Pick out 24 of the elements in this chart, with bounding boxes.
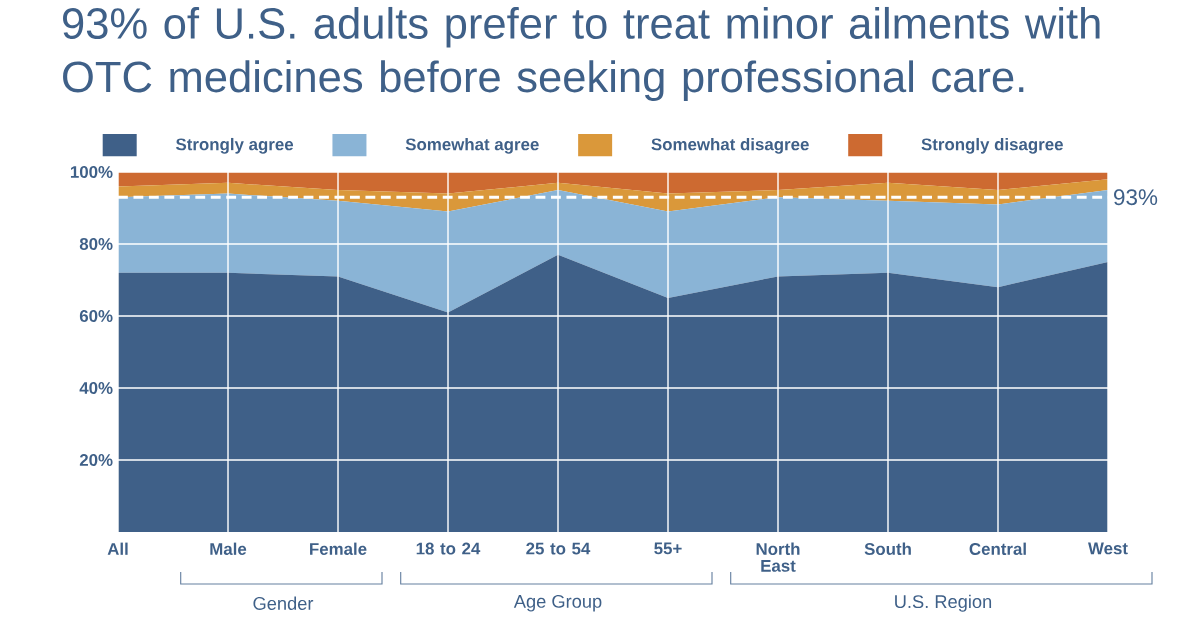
x-tick-label: West xyxy=(1088,542,1128,555)
x-tick-label: Male xyxy=(210,542,247,555)
y-tick-label: 60% xyxy=(79,310,113,322)
chart-title: 93% of U.S. adults prefer to treat minor ailments with OTC medicines before seeking professional care. xyxy=(63,6,1100,102)
legend-label: Somewhat agree xyxy=(405,137,539,154)
legend-label: Strongly agree xyxy=(176,137,294,154)
y-tick-label: 100% xyxy=(70,166,113,178)
x-tick-label: South xyxy=(864,542,911,555)
y-tick-label: 40% xyxy=(79,382,113,394)
y-tick-label: 20% xyxy=(79,454,113,466)
x-tick-label: 55+ xyxy=(654,542,682,555)
x-tick-label: Central xyxy=(969,542,1026,555)
legend-label: Strongly disagree xyxy=(921,137,1063,154)
x-tick-label: North East xyxy=(756,542,800,572)
text: U.S. Region xyxy=(895,594,992,612)
x-tick-label: 25 to 54 xyxy=(526,542,591,555)
legend-label: Somewhat disagree xyxy=(651,137,809,154)
x-tick-label: 18 to 24 xyxy=(416,542,481,555)
ref-line-label: 93% xyxy=(1114,189,1158,206)
text: Age Group xyxy=(513,594,602,612)
x-tick-label: All xyxy=(107,542,128,555)
y-tick-label: 80% xyxy=(79,238,113,250)
x-tick-label: Female xyxy=(310,542,367,555)
text: Gender xyxy=(253,596,314,610)
